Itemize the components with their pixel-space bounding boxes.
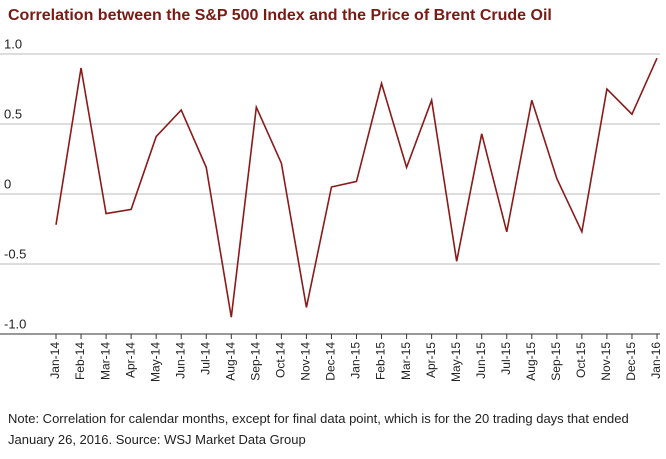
y-tick-label: 0.5 <box>4 106 22 121</box>
x-tick-label: Mar-15 <box>399 342 413 380</box>
x-tick-label: Jul-14 <box>198 342 212 375</box>
x-tick-label: Nov-14 <box>299 342 313 381</box>
x-tick-label: May-15 <box>449 342 463 382</box>
x-tick-label: Feb-15 <box>374 342 388 380</box>
y-tick-label: 1.0 <box>4 36 22 51</box>
x-tick-label: Dec-15 <box>624 342 638 381</box>
x-tick-label: Sep-14 <box>249 342 263 381</box>
x-tick-label: Aug-14 <box>223 342 237 381</box>
x-tick-label: Jan-15 <box>349 342 363 379</box>
x-tick-label: Nov-15 <box>599 342 613 381</box>
chart: Correlation between the S&P 500 Index an… <box>0 7 663 382</box>
data-line <box>55 57 658 318</box>
y-tick-label: 0 <box>4 176 11 191</box>
x-tick-label: Oct-15 <box>574 342 588 378</box>
footnote: Note: Correlation for calendar months, e… <box>8 411 629 447</box>
x-tick-label: Feb-14 <box>73 342 87 380</box>
y-tick-label: -1.0 <box>4 316 26 331</box>
x-tick-label: Jul-15 <box>499 342 513 375</box>
chart-title: Correlation between the S&P 500 Index an… <box>8 7 552 24</box>
x-tick-label: Aug-15 <box>524 342 538 381</box>
x-tick-label: May-14 <box>148 342 162 382</box>
x-tick-label: Dec-14 <box>324 342 338 381</box>
x-tick-label: Apr-14 <box>123 342 137 378</box>
x-tick-label: Apr-15 <box>424 342 438 378</box>
x-tick-label: Mar-14 <box>98 342 112 380</box>
y-tick-label: -0.5 <box>4 246 26 261</box>
x-tick-label: Jan-16 <box>649 342 663 379</box>
x-tick-label: Sep-15 <box>549 342 563 381</box>
x-tick-label: Jun-15 <box>474 342 488 379</box>
x-tick-label: Jan-14 <box>48 342 62 379</box>
x-tick-label: Jun-14 <box>173 342 187 379</box>
x-tick-label: Oct-14 <box>274 342 288 378</box>
